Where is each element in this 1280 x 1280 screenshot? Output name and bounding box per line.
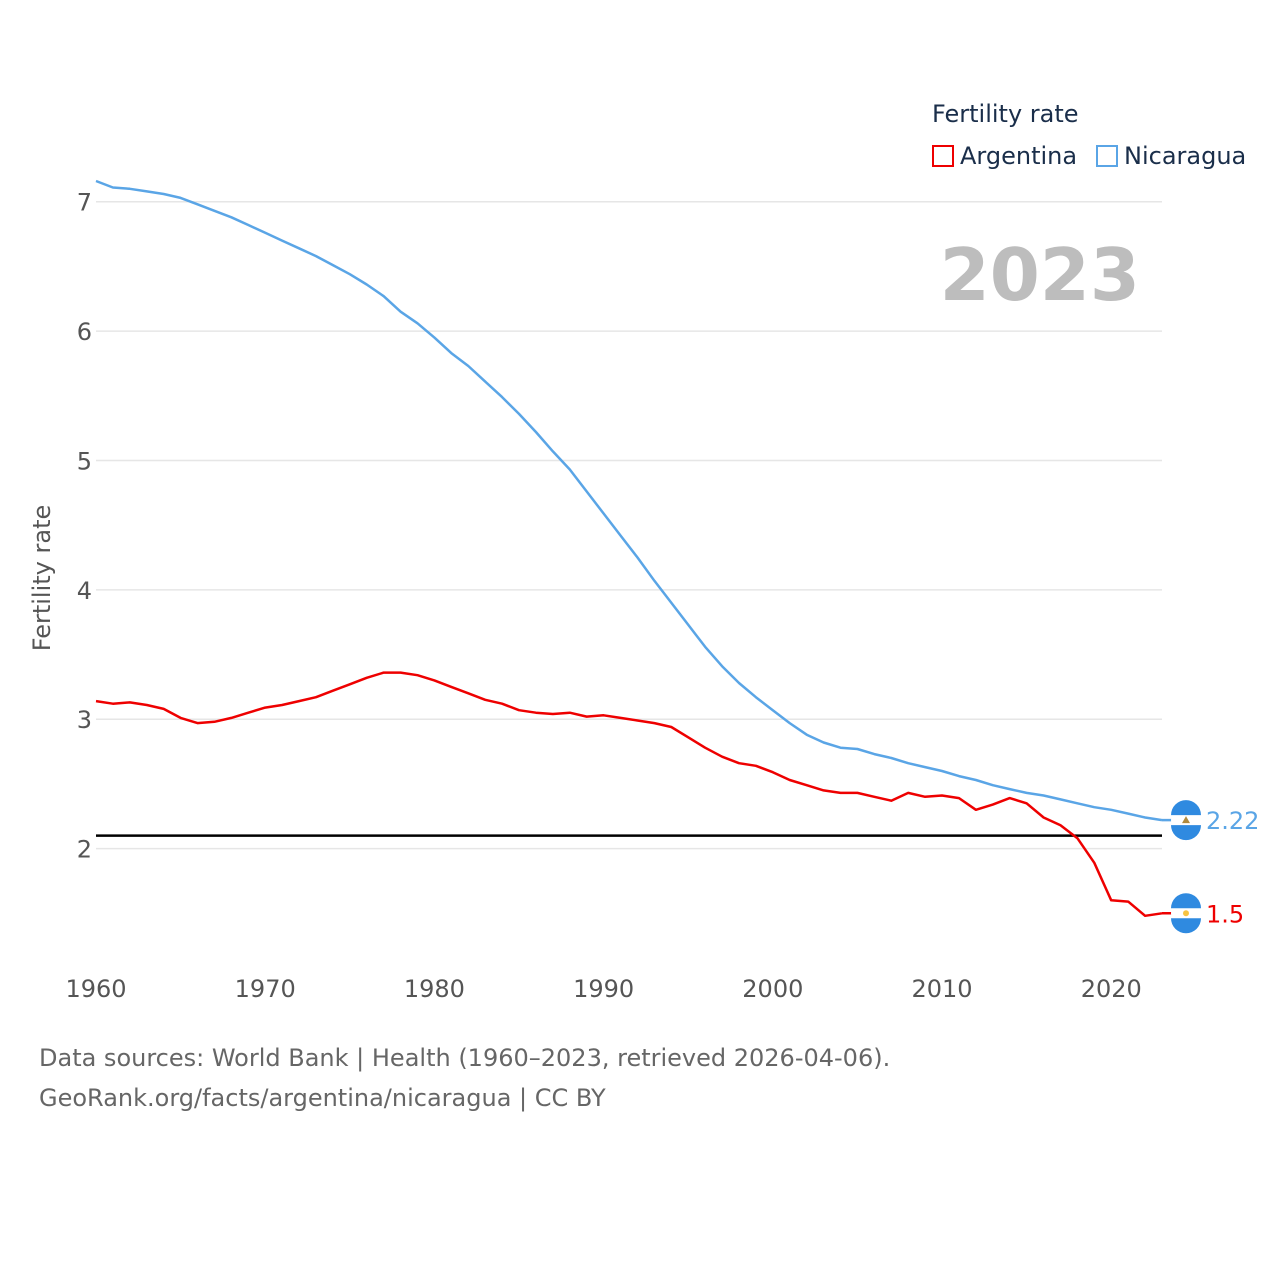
year-label: 2023	[940, 233, 1140, 317]
series-lines	[95, 179, 1163, 918]
flag-top-band-nicaragua	[1171, 800, 1201, 816]
flag-bottom-band-nicaragua	[1171, 825, 1201, 841]
end-label-argentina: 1.5	[1206, 900, 1244, 928]
x-tick-labels: 1960 1970 1980 1990 2000 2010 2020	[65, 975, 1141, 1003]
flag-icon-argentina	[1171, 893, 1201, 934]
end-label-nicaragua: 2.22	[1206, 807, 1259, 835]
legend-item-argentina[interactable]: Argentina	[932, 142, 1077, 170]
y-tick-6: 6	[77, 318, 92, 346]
legend-swatch-nicaragua	[1096, 145, 1118, 167]
flag-bottom-band-argentina	[1171, 918, 1201, 934]
flag-icon-nicaragua	[1171, 800, 1201, 841]
series-line-argentina	[95, 671, 1163, 918]
y-tick-7: 7	[77, 189, 92, 217]
attribution-line: GeoRank.org/facts/argentina/nicaragua | …	[39, 1084, 606, 1112]
flag-emblem-nicaragua	[1182, 816, 1190, 824]
x-tick-1970: 1970	[235, 975, 296, 1003]
flag-sun-argentina	[1183, 910, 1189, 917]
legend-item-nicaragua[interactable]: Nicaragua	[1096, 142, 1246, 170]
legend-label-nicaragua: Nicaragua	[1124, 142, 1247, 170]
x-tick-1980: 1980	[404, 975, 465, 1003]
x-tick-2000: 2000	[742, 975, 803, 1003]
y-axis-label: Fertility rate	[28, 505, 56, 652]
grid-lines	[96, 200, 1162, 850]
x-tick-2010: 2010	[911, 975, 972, 1003]
source-line: Data sources: World Bank | Health (1960–…	[39, 1044, 891, 1072]
legend-title: Fertility rate	[932, 100, 1079, 128]
y-tick-5: 5	[77, 447, 92, 475]
legend-swatch-argentina	[932, 145, 954, 167]
legend-label-argentina: Argentina	[960, 142, 1078, 170]
y-tick-labels: 2 3 4 5 6 7	[77, 189, 92, 864]
series-line-nicaragua	[95, 179, 1163, 822]
y-tick-2: 2	[77, 836, 92, 864]
x-tick-1960: 1960	[65, 975, 126, 1003]
flag-top-band-argentina	[1171, 893, 1201, 909]
x-tick-1990: 1990	[573, 975, 634, 1003]
y-tick-3: 3	[77, 706, 92, 734]
x-tick-2020: 2020	[1081, 975, 1142, 1003]
end-markers: 1.5 2.22	[1162, 800, 1259, 934]
y-tick-4: 4	[77, 577, 92, 605]
